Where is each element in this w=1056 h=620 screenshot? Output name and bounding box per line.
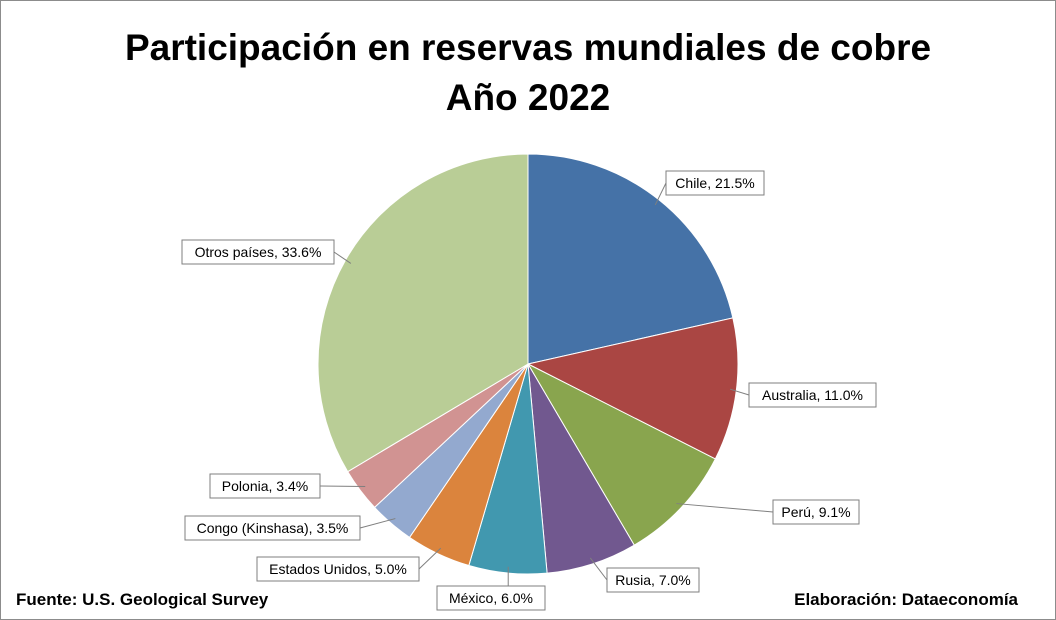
label-leader-line xyxy=(359,518,396,529)
data-label: Congo (Kinshasa), 3.5% xyxy=(197,520,349,536)
source-note: Fuente: U.S. Geological Survey xyxy=(16,590,269,609)
data-label: Rusia, 7.0% xyxy=(615,572,690,588)
data-label-box xyxy=(181,239,335,265)
data-label-box xyxy=(436,585,546,611)
chart-title: Participación en reservas mundiales de c… xyxy=(124,27,932,68)
label-leader-line xyxy=(333,251,352,264)
pie-slice-chile xyxy=(527,153,734,365)
data-label-box xyxy=(209,473,321,499)
label-leader-line xyxy=(654,182,667,206)
data-label: Estados Unidos, 5.0% xyxy=(269,561,407,577)
data-label: México, 6.0% xyxy=(449,590,533,606)
data-label-box xyxy=(665,170,765,196)
pie-slice-per- xyxy=(526,362,716,546)
data-label-box xyxy=(772,499,860,525)
label-leader-line xyxy=(589,557,608,581)
label-leader-line xyxy=(676,503,774,513)
chart-subtitle: Año 2022 xyxy=(445,77,611,118)
data-label: Chile, 21.5% xyxy=(675,175,754,191)
data-label: Polonia, 3.4% xyxy=(222,478,308,494)
author-note: Elaboración: Dataeconomía xyxy=(794,590,1018,609)
data-label-box xyxy=(256,556,420,582)
data-label-box xyxy=(606,567,700,593)
data-label-box xyxy=(184,515,361,541)
pie-slices xyxy=(317,153,739,575)
label-leader-line xyxy=(418,547,442,570)
data-label-box xyxy=(748,382,877,408)
pie-labels: Chile, 21.5% Australia, 11.0% Perú, 9.1% Ru… xyxy=(181,170,877,611)
pie-slice-australia xyxy=(526,317,739,460)
data-label: Perú, 9.1% xyxy=(781,504,850,520)
label-leader-line xyxy=(729,388,750,396)
data-label: Otros países, 33.6% xyxy=(195,244,322,260)
data-label: Australia, 11.0% xyxy=(762,387,863,403)
